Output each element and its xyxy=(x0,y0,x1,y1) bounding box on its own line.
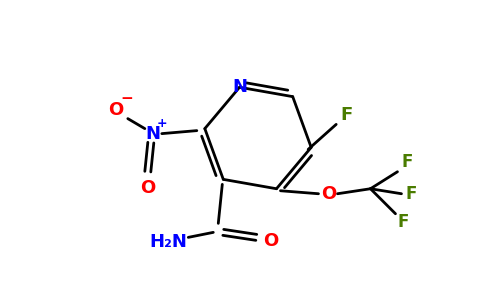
Text: F: F xyxy=(398,213,409,231)
Text: F: F xyxy=(340,106,352,124)
Text: H₂N: H₂N xyxy=(150,233,187,251)
Text: O: O xyxy=(263,232,278,250)
Text: O: O xyxy=(321,185,336,203)
Text: O: O xyxy=(140,178,155,196)
Text: −: − xyxy=(121,91,133,106)
Text: F: F xyxy=(406,185,417,203)
Text: O: O xyxy=(108,100,123,118)
Text: N: N xyxy=(232,78,247,96)
Text: F: F xyxy=(402,153,413,171)
Text: N: N xyxy=(145,124,160,142)
Text: +: + xyxy=(156,117,167,130)
